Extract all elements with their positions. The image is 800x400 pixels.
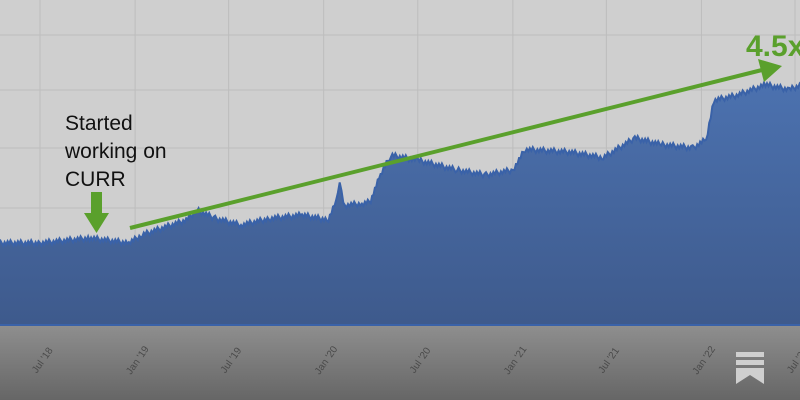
- note-line-2: working on: [64, 140, 167, 163]
- multiplier-label: 4.5x: [746, 30, 800, 63]
- bookmark-icon: [736, 352, 764, 384]
- note-line-1: Started: [65, 112, 133, 135]
- x-axis-band: [0, 326, 800, 400]
- trend-arrowhead-icon: [758, 59, 782, 82]
- trend-arrow-line: [129, 68, 763, 230]
- note-line-3: CURR: [65, 168, 126, 191]
- down-arrow-icon: [84, 192, 109, 233]
